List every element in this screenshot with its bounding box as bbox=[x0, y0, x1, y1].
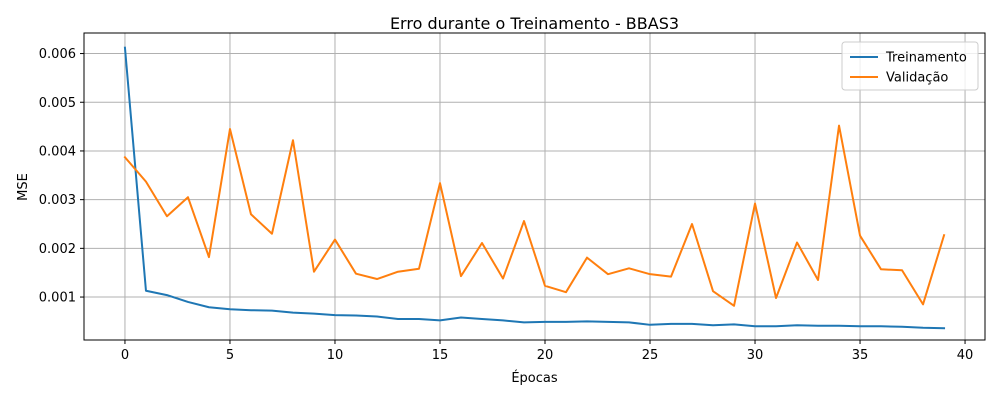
y-tick-label: 0.002 bbox=[39, 242, 76, 257]
x-axis-label: Épocas bbox=[511, 370, 558, 386]
plot-frame bbox=[83, 32, 986, 341]
x-tick-label: 30 bbox=[747, 348, 764, 363]
y-tick-label: 0.004 bbox=[39, 144, 76, 159]
x-tick-label: 40 bbox=[957, 348, 974, 363]
x-tick-label: 5 bbox=[226, 348, 234, 363]
legend: Treinamento Validação bbox=[841, 41, 979, 91]
x-tick-label: 0 bbox=[121, 348, 129, 363]
x-tick-label: 15 bbox=[432, 348, 449, 363]
y-tick-label: 0.006 bbox=[39, 47, 76, 62]
series-line-treinamento bbox=[123, 46, 946, 330]
series-lines bbox=[123, 46, 946, 330]
legend-label-validacao: Validação bbox=[886, 71, 948, 86]
series-line-validacao bbox=[123, 124, 946, 307]
axis-ticks: 0 5 10 15 20 25 30 35 40 0.001 0.002 0.003 0.004 0.00… bbox=[39, 47, 974, 363]
x-tick-label: 25 bbox=[642, 348, 659, 363]
x-tick-label: 20 bbox=[537, 348, 554, 363]
y-tick-label: 0.005 bbox=[39, 96, 76, 111]
x-tick-label: 10 bbox=[327, 348, 344, 363]
x-tick-label: 35 bbox=[852, 348, 869, 363]
y-tick-label: 0.001 bbox=[39, 291, 76, 306]
y-tick-label: 0.003 bbox=[39, 193, 76, 208]
chart-title: Erro durante o Treinamento - BBAS3 bbox=[390, 14, 679, 33]
y-axis-label: MSE bbox=[16, 173, 31, 201]
legend-label-treinamento: Treinamento bbox=[885, 51, 967, 66]
